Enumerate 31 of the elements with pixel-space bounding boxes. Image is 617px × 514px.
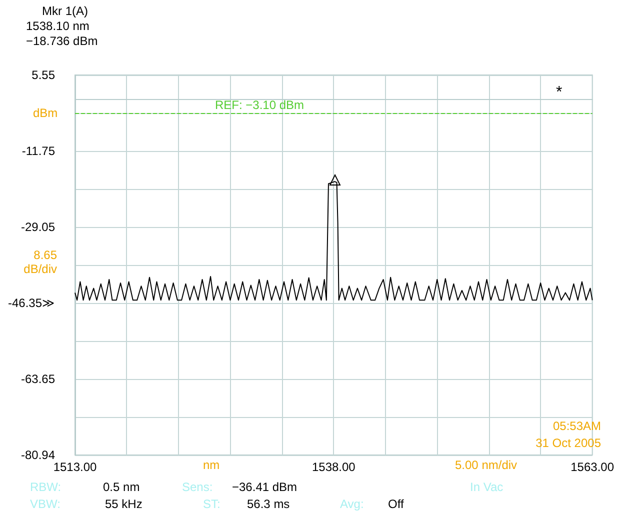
text: Mkr 1(A) [42, 4, 88, 18]
x-axis-title: nm [203, 458, 220, 472]
text: In Vac [470, 480, 504, 494]
text: 8.65 dB/div [22, 248, 57, 276]
y-tick-label: 5.55 [32, 68, 56, 82]
text: −18.736 dBm [26, 34, 98, 48]
text: VBW: [30, 497, 60, 511]
text: Sens: [182, 480, 213, 494]
x-tick-label: 1538.00 [312, 460, 356, 474]
x-tick-label: 1563.00 [570, 460, 614, 474]
y-tick-label: -11.75 [22, 144, 56, 158]
ref-line-label: REF: −3.10 dBm [215, 98, 304, 112]
text: 1538.10 nm [26, 19, 90, 33]
y-tick-label: -46.35≫ [8, 296, 55, 310]
text: RBW: [30, 480, 62, 494]
annotation: 31 Oct 2005 [536, 436, 601, 450]
text: 55 kHz [105, 497, 142, 511]
y-tick-label: -63.65 [20, 372, 56, 386]
text: 0.5 nm [103, 480, 140, 494]
text: Off [388, 497, 404, 511]
text: dBm [33, 106, 58, 120]
y-tick-label: -29.05 [20, 220, 56, 234]
x-tick-label: 1513.00 [53, 460, 98, 474]
text: ST: [203, 497, 220, 511]
text: Avg: [340, 497, 364, 511]
y-tick-label: -80.94 [20, 448, 56, 462]
annotation: * [556, 84, 562, 101]
annotation: 05:53AM [552, 419, 601, 433]
text: 56.3 ms [247, 497, 290, 511]
text: 5.00 nm/div [455, 458, 518, 472]
text: −36.41 dBm [232, 480, 298, 494]
